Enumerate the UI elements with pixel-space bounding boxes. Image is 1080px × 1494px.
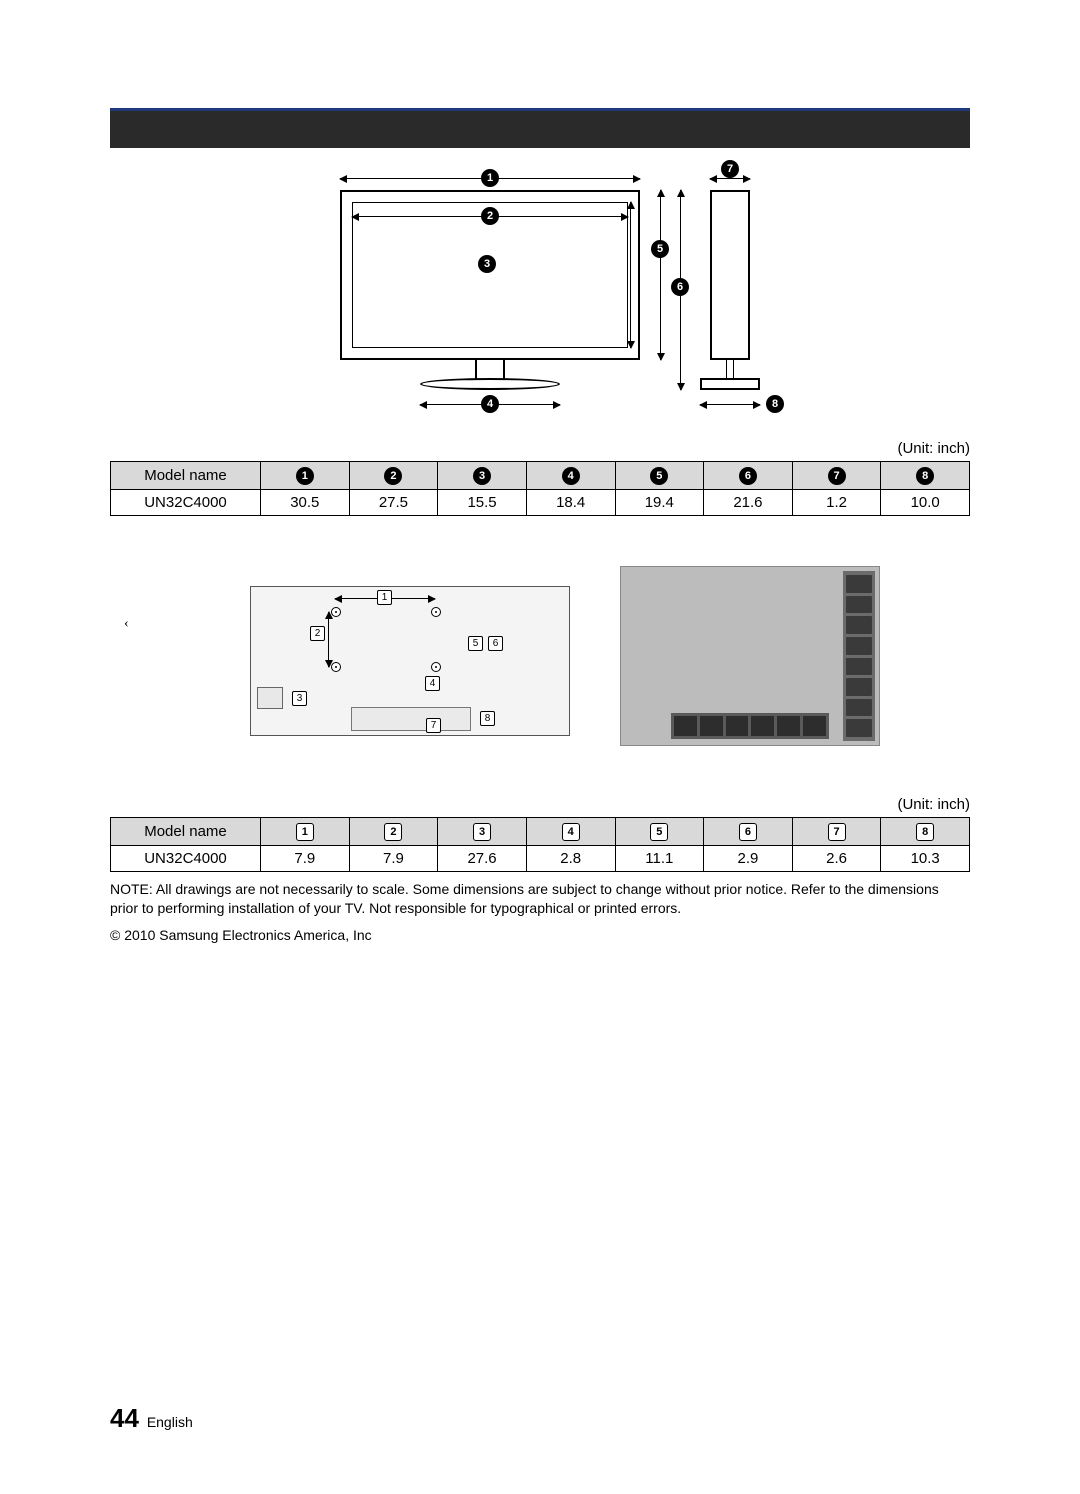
col-sq-7: 7 — [828, 823, 846, 841]
col-sq-1: 1 — [296, 823, 314, 841]
cell-val: 2.8 — [526, 846, 615, 872]
cell-val: 11.1 — [615, 846, 704, 872]
cell-model: UN32C4000 — [111, 846, 261, 872]
copyright-text: © 2010 Samsung Electronics America, Inc — [110, 926, 970, 945]
cell-val: 2.6 — [792, 846, 881, 872]
col-model: Model name — [111, 818, 261, 846]
dimensions-table-1: Model name 1 2 3 4 5 6 7 8 UN32C4000 30.… — [110, 461, 970, 516]
cell-val: 7.9 — [261, 846, 350, 872]
marker-2-icon: 2 — [481, 207, 499, 225]
dim-3-line — [630, 202, 631, 348]
note-text: NOTE: All drawings are not necessarily t… — [110, 880, 970, 918]
side-stand-base — [700, 378, 760, 390]
dim-7-line — [710, 178, 750, 179]
table-row: UN32C4000 30.5 27.5 15.5 18.4 19.4 21.6 … — [111, 490, 970, 516]
cell-val: 1.2 — [792, 490, 881, 516]
dim-8-line — [700, 404, 760, 405]
col-marker-4: 4 — [562, 467, 580, 485]
bottom-port-strip — [671, 713, 829, 739]
col-sq-6: 6 — [739, 823, 757, 841]
side-stand-neck — [726, 360, 734, 380]
sq-marker-7-icon: 7 — [426, 718, 441, 733]
stray-glyph: ‹ — [124, 616, 129, 632]
sq-marker-2-icon: 2 — [310, 626, 325, 641]
footer-language: English — [147, 1414, 193, 1430]
marker-3-icon: 3 — [478, 255, 496, 273]
cell-val: 27.5 — [349, 490, 438, 516]
tv-side-outline — [710, 190, 750, 360]
side-block — [257, 687, 283, 709]
sq-marker-1-icon: 1 — [377, 590, 392, 605]
marker-7-icon: 7 — [721, 160, 739, 178]
stand-base — [420, 378, 560, 390]
col-marker-3: 3 — [473, 467, 491, 485]
table-row: Model name 1 2 3 4 5 6 7 8 — [111, 818, 970, 846]
jack-panel — [620, 566, 880, 746]
unit-label-2: (Unit: inch) — [110, 796, 970, 813]
sq-marker-3-icon: 3 — [292, 691, 307, 706]
marker-5-icon: 5 — [651, 240, 669, 258]
figure-front-side: 1 2 3 4 5 6 7 8 — [220, 160, 860, 420]
cell-val: 19.4 — [615, 490, 704, 516]
page: 1 2 3 4 5 6 7 8 (Unit: inch) Model name … — [0, 0, 1080, 1494]
page-footer: 44 English — [110, 1403, 193, 1434]
col-marker-6: 6 — [739, 467, 757, 485]
marker-1-icon: 1 — [481, 169, 499, 187]
cell-val: 21.6 — [704, 490, 793, 516]
cell-val: 18.4 — [526, 490, 615, 516]
marker-4-icon: 4 — [481, 395, 499, 413]
dim2-2-line — [328, 612, 329, 667]
col-marker-7: 7 — [828, 467, 846, 485]
dimensions-table-2: Model name 1 2 3 4 5 6 7 8 UN32C4000 7.9… — [110, 817, 970, 872]
table-row: Model name 1 2 3 4 5 6 7 8 — [111, 462, 970, 490]
side-port-strip — [843, 571, 875, 741]
stand-neck — [475, 360, 505, 380]
col-sq-3: 3 — [473, 823, 491, 841]
figure-back-panel: 1 2 3 4 5 6 7 8 — [190, 556, 890, 786]
header-bar — [110, 108, 970, 148]
vesa-hole — [431, 662, 441, 672]
cell-val: 27.6 — [438, 846, 527, 872]
col-marker-2: 2 — [384, 467, 402, 485]
cell-val: 15.5 — [438, 490, 527, 516]
col-model: Model name — [111, 462, 261, 490]
marker-6-icon: 6 — [671, 278, 689, 296]
col-marker-8: 8 — [916, 467, 934, 485]
cell-val: 7.9 — [349, 846, 438, 872]
back-panel-outline — [250, 586, 570, 736]
col-marker-5: 5 — [650, 467, 668, 485]
sq-marker-6-icon: 6 — [488, 636, 503, 651]
vesa-hole — [431, 607, 441, 617]
col-marker-1: 1 — [296, 467, 314, 485]
cell-val: 30.5 — [261, 490, 350, 516]
unit-label-1: (Unit: inch) — [110, 440, 970, 457]
col-sq-8: 8 — [916, 823, 934, 841]
col-sq-5: 5 — [650, 823, 668, 841]
table-row: UN32C4000 7.9 7.9 27.6 2.8 11.1 2.9 2.6 … — [111, 846, 970, 872]
cell-val: 10.0 — [881, 490, 970, 516]
cell-val: 10.3 — [881, 846, 970, 872]
marker-8-icon: 8 — [766, 395, 784, 413]
page-number: 44 — [110, 1403, 139, 1433]
sq-marker-5-icon: 5 — [468, 636, 483, 651]
stand-bracket — [351, 707, 471, 731]
dim-5-line — [660, 190, 661, 360]
cell-model: UN32C4000 — [111, 490, 261, 516]
col-sq-2: 2 — [384, 823, 402, 841]
cell-val: 2.9 — [704, 846, 793, 872]
col-sq-4: 4 — [562, 823, 580, 841]
sq-marker-8-icon: 8 — [480, 711, 495, 726]
sq-marker-4-icon: 4 — [425, 676, 440, 691]
